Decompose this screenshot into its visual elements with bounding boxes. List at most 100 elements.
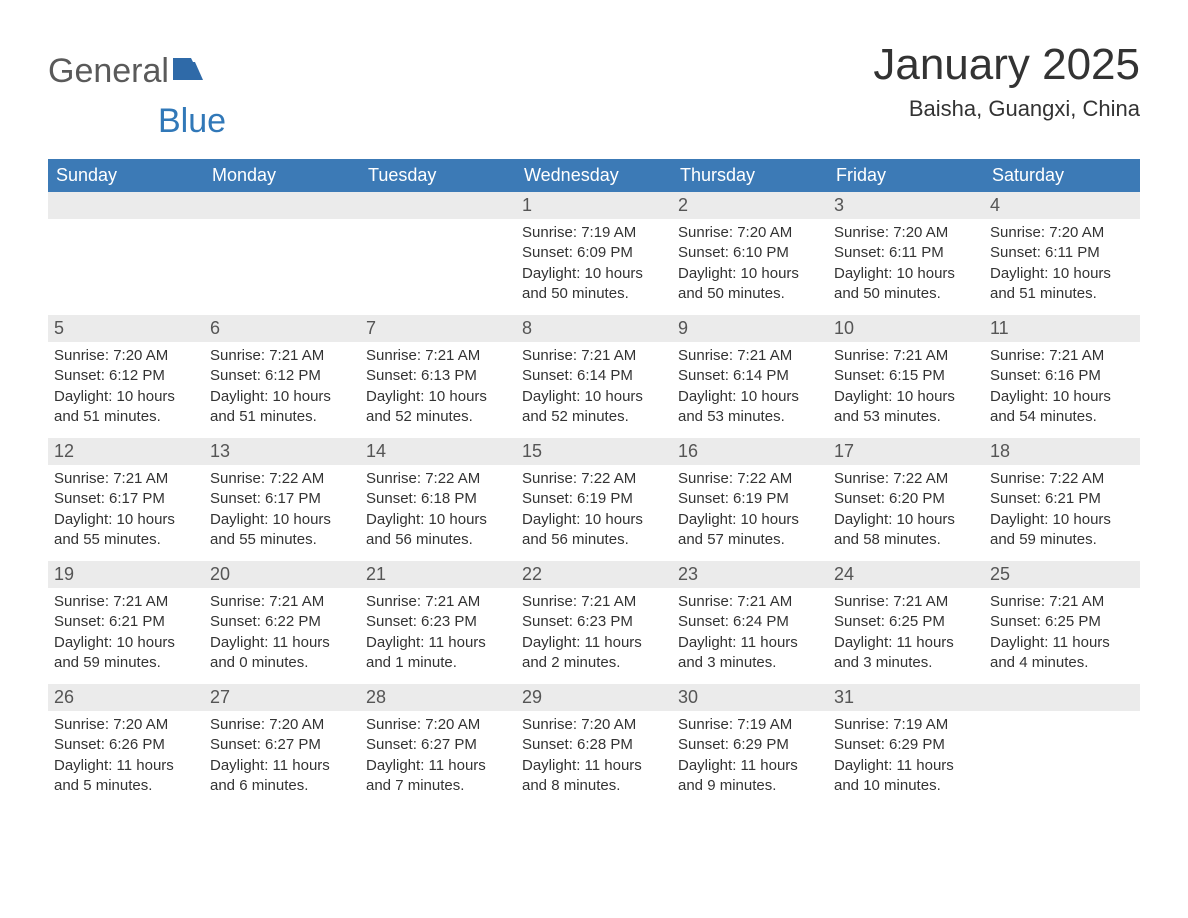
daylight-text: and 56 minutes. <box>522 530 666 550</box>
sunrise-text: Sunrise: 7:21 AM <box>210 346 354 366</box>
sunset-text: Sunset: 6:11 PM <box>990 243 1134 263</box>
daylight-text: and 55 minutes. <box>210 530 354 550</box>
sunrise-text: Sunrise: 7:19 AM <box>678 715 822 735</box>
daylight-text: and 59 minutes. <box>990 530 1134 550</box>
daynum: 12 <box>48 438 204 465</box>
sunrise-text: Sunrise: 7:21 AM <box>990 592 1134 612</box>
day-cell <box>984 711 1140 807</box>
daylight-text: Daylight: 10 hours <box>522 387 666 407</box>
day-cell: Sunrise: 7:21 AM Sunset: 6:15 PM Dayligh… <box>828 342 984 438</box>
sunrise-text: Sunrise: 7:21 AM <box>366 592 510 612</box>
daynum <box>360 192 516 219</box>
daylight-text: Daylight: 10 hours <box>54 387 198 407</box>
daylight-text: and 54 minutes. <box>990 407 1134 427</box>
daynum: 13 <box>204 438 360 465</box>
day-cell: Sunrise: 7:21 AM Sunset: 6:23 PM Dayligh… <box>516 588 672 684</box>
day-cell: Sunrise: 7:20 AM Sunset: 6:28 PM Dayligh… <box>516 711 672 807</box>
body-row: Sunrise: 7:21 AM Sunset: 6:17 PM Dayligh… <box>48 465 1140 561</box>
sunset-text: Sunset: 6:29 PM <box>678 735 822 755</box>
sunrise-text: Sunrise: 7:21 AM <box>522 592 666 612</box>
daynum: 9 <box>672 315 828 342</box>
week-2: 5 6 7 8 9 10 11 Sunrise: 7:20 AM Sunset:… <box>48 315 1140 438</box>
sunrise-text: Sunrise: 7:22 AM <box>522 469 666 489</box>
day-cell: Sunrise: 7:22 AM Sunset: 6:19 PM Dayligh… <box>516 465 672 561</box>
daylight-text: Daylight: 10 hours <box>990 387 1134 407</box>
daylight-text: Daylight: 10 hours <box>678 387 822 407</box>
daylight-text: and 52 minutes. <box>522 407 666 427</box>
day-cell <box>48 219 204 315</box>
sunset-text: Sunset: 6:17 PM <box>210 489 354 509</box>
daylight-text: and 6 minutes. <box>210 776 354 796</box>
daynum: 14 <box>360 438 516 465</box>
daynum: 26 <box>48 684 204 711</box>
sunrise-text: Sunrise: 7:21 AM <box>366 346 510 366</box>
day-cell: Sunrise: 7:22 AM Sunset: 6:19 PM Dayligh… <box>672 465 828 561</box>
sunset-text: Sunset: 6:14 PM <box>522 366 666 386</box>
daylight-text: Daylight: 11 hours <box>522 756 666 776</box>
daylight-text: Daylight: 10 hours <box>990 510 1134 530</box>
sunset-text: Sunset: 6:29 PM <box>834 735 978 755</box>
daylight-text: Daylight: 11 hours <box>54 756 198 776</box>
daynum: 15 <box>516 438 672 465</box>
sunrise-text: Sunrise: 7:21 AM <box>54 592 198 612</box>
day-cell <box>204 219 360 315</box>
daylight-text: Daylight: 10 hours <box>834 387 978 407</box>
daylight-text: and 0 minutes. <box>210 653 354 673</box>
daynum <box>204 192 360 219</box>
sunrise-text: Sunrise: 7:19 AM <box>522 223 666 243</box>
daylight-text: and 8 minutes. <box>522 776 666 796</box>
daylight-text: and 7 minutes. <box>366 776 510 796</box>
daynum-row: 5 6 7 8 9 10 11 <box>48 315 1140 342</box>
sunset-text: Sunset: 6:21 PM <box>990 489 1134 509</box>
daylight-text: and 52 minutes. <box>366 407 510 427</box>
sunset-text: Sunset: 6:11 PM <box>834 243 978 263</box>
sunset-text: Sunset: 6:09 PM <box>522 243 666 263</box>
flag-icon <box>173 54 207 88</box>
day-cell: Sunrise: 7:20 AM Sunset: 6:11 PM Dayligh… <box>828 219 984 315</box>
daynum: 24 <box>828 561 984 588</box>
body-row: Sunrise: 7:19 AM Sunset: 6:09 PM Dayligh… <box>48 219 1140 315</box>
daynum: 28 <box>360 684 516 711</box>
daynum-row: 26 27 28 29 30 31 <box>48 684 1140 711</box>
daynum: 11 <box>984 315 1140 342</box>
daylight-text: and 58 minutes. <box>834 530 978 550</box>
daylight-text: and 3 minutes. <box>678 653 822 673</box>
sunset-text: Sunset: 6:25 PM <box>834 612 978 632</box>
day-cell: Sunrise: 7:22 AM Sunset: 6:18 PM Dayligh… <box>360 465 516 561</box>
daylight-text: and 3 minutes. <box>834 653 978 673</box>
daylight-text: and 59 minutes. <box>54 653 198 673</box>
daynum: 31 <box>828 684 984 711</box>
day-cell: Sunrise: 7:19 AM Sunset: 6:29 PM Dayligh… <box>672 711 828 807</box>
daylight-text: Daylight: 10 hours <box>990 264 1134 284</box>
day-cell: Sunrise: 7:19 AM Sunset: 6:29 PM Dayligh… <box>828 711 984 807</box>
daylight-text: and 50 minutes. <box>522 284 666 304</box>
daylight-text: and 9 minutes. <box>678 776 822 796</box>
sunset-text: Sunset: 6:25 PM <box>990 612 1134 632</box>
daylight-text: Daylight: 10 hours <box>210 387 354 407</box>
daylight-text: Daylight: 11 hours <box>678 756 822 776</box>
sunset-text: Sunset: 6:16 PM <box>990 366 1134 386</box>
sunrise-text: Sunrise: 7:20 AM <box>366 715 510 735</box>
daynum: 25 <box>984 561 1140 588</box>
daylight-text: and 53 minutes. <box>834 407 978 427</box>
sunrise-text: Sunrise: 7:20 AM <box>54 346 198 366</box>
sunrise-text: Sunrise: 7:22 AM <box>366 469 510 489</box>
sunset-text: Sunset: 6:12 PM <box>54 366 198 386</box>
day-cell: Sunrise: 7:20 AM Sunset: 6:10 PM Dayligh… <box>672 219 828 315</box>
daylight-text: and 51 minutes. <box>210 407 354 427</box>
day-cell: Sunrise: 7:22 AM Sunset: 6:20 PM Dayligh… <box>828 465 984 561</box>
daylight-text: and 1 minute. <box>366 653 510 673</box>
daylight-text: Daylight: 10 hours <box>678 510 822 530</box>
weekday-friday: Friday <box>828 159 984 192</box>
sunset-text: Sunset: 6:18 PM <box>366 489 510 509</box>
daynum: 27 <box>204 684 360 711</box>
daylight-text: Daylight: 10 hours <box>54 510 198 530</box>
daylight-text: and 50 minutes. <box>678 284 822 304</box>
sunset-text: Sunset: 6:19 PM <box>522 489 666 509</box>
daylight-text: and 4 minutes. <box>990 653 1134 673</box>
logo-text-blue: Blue <box>158 102 226 140</box>
day-cell: Sunrise: 7:20 AM Sunset: 6:11 PM Dayligh… <box>984 219 1140 315</box>
weekday-monday: Monday <box>204 159 360 192</box>
sunset-text: Sunset: 6:10 PM <box>678 243 822 263</box>
sunset-text: Sunset: 6:15 PM <box>834 366 978 386</box>
